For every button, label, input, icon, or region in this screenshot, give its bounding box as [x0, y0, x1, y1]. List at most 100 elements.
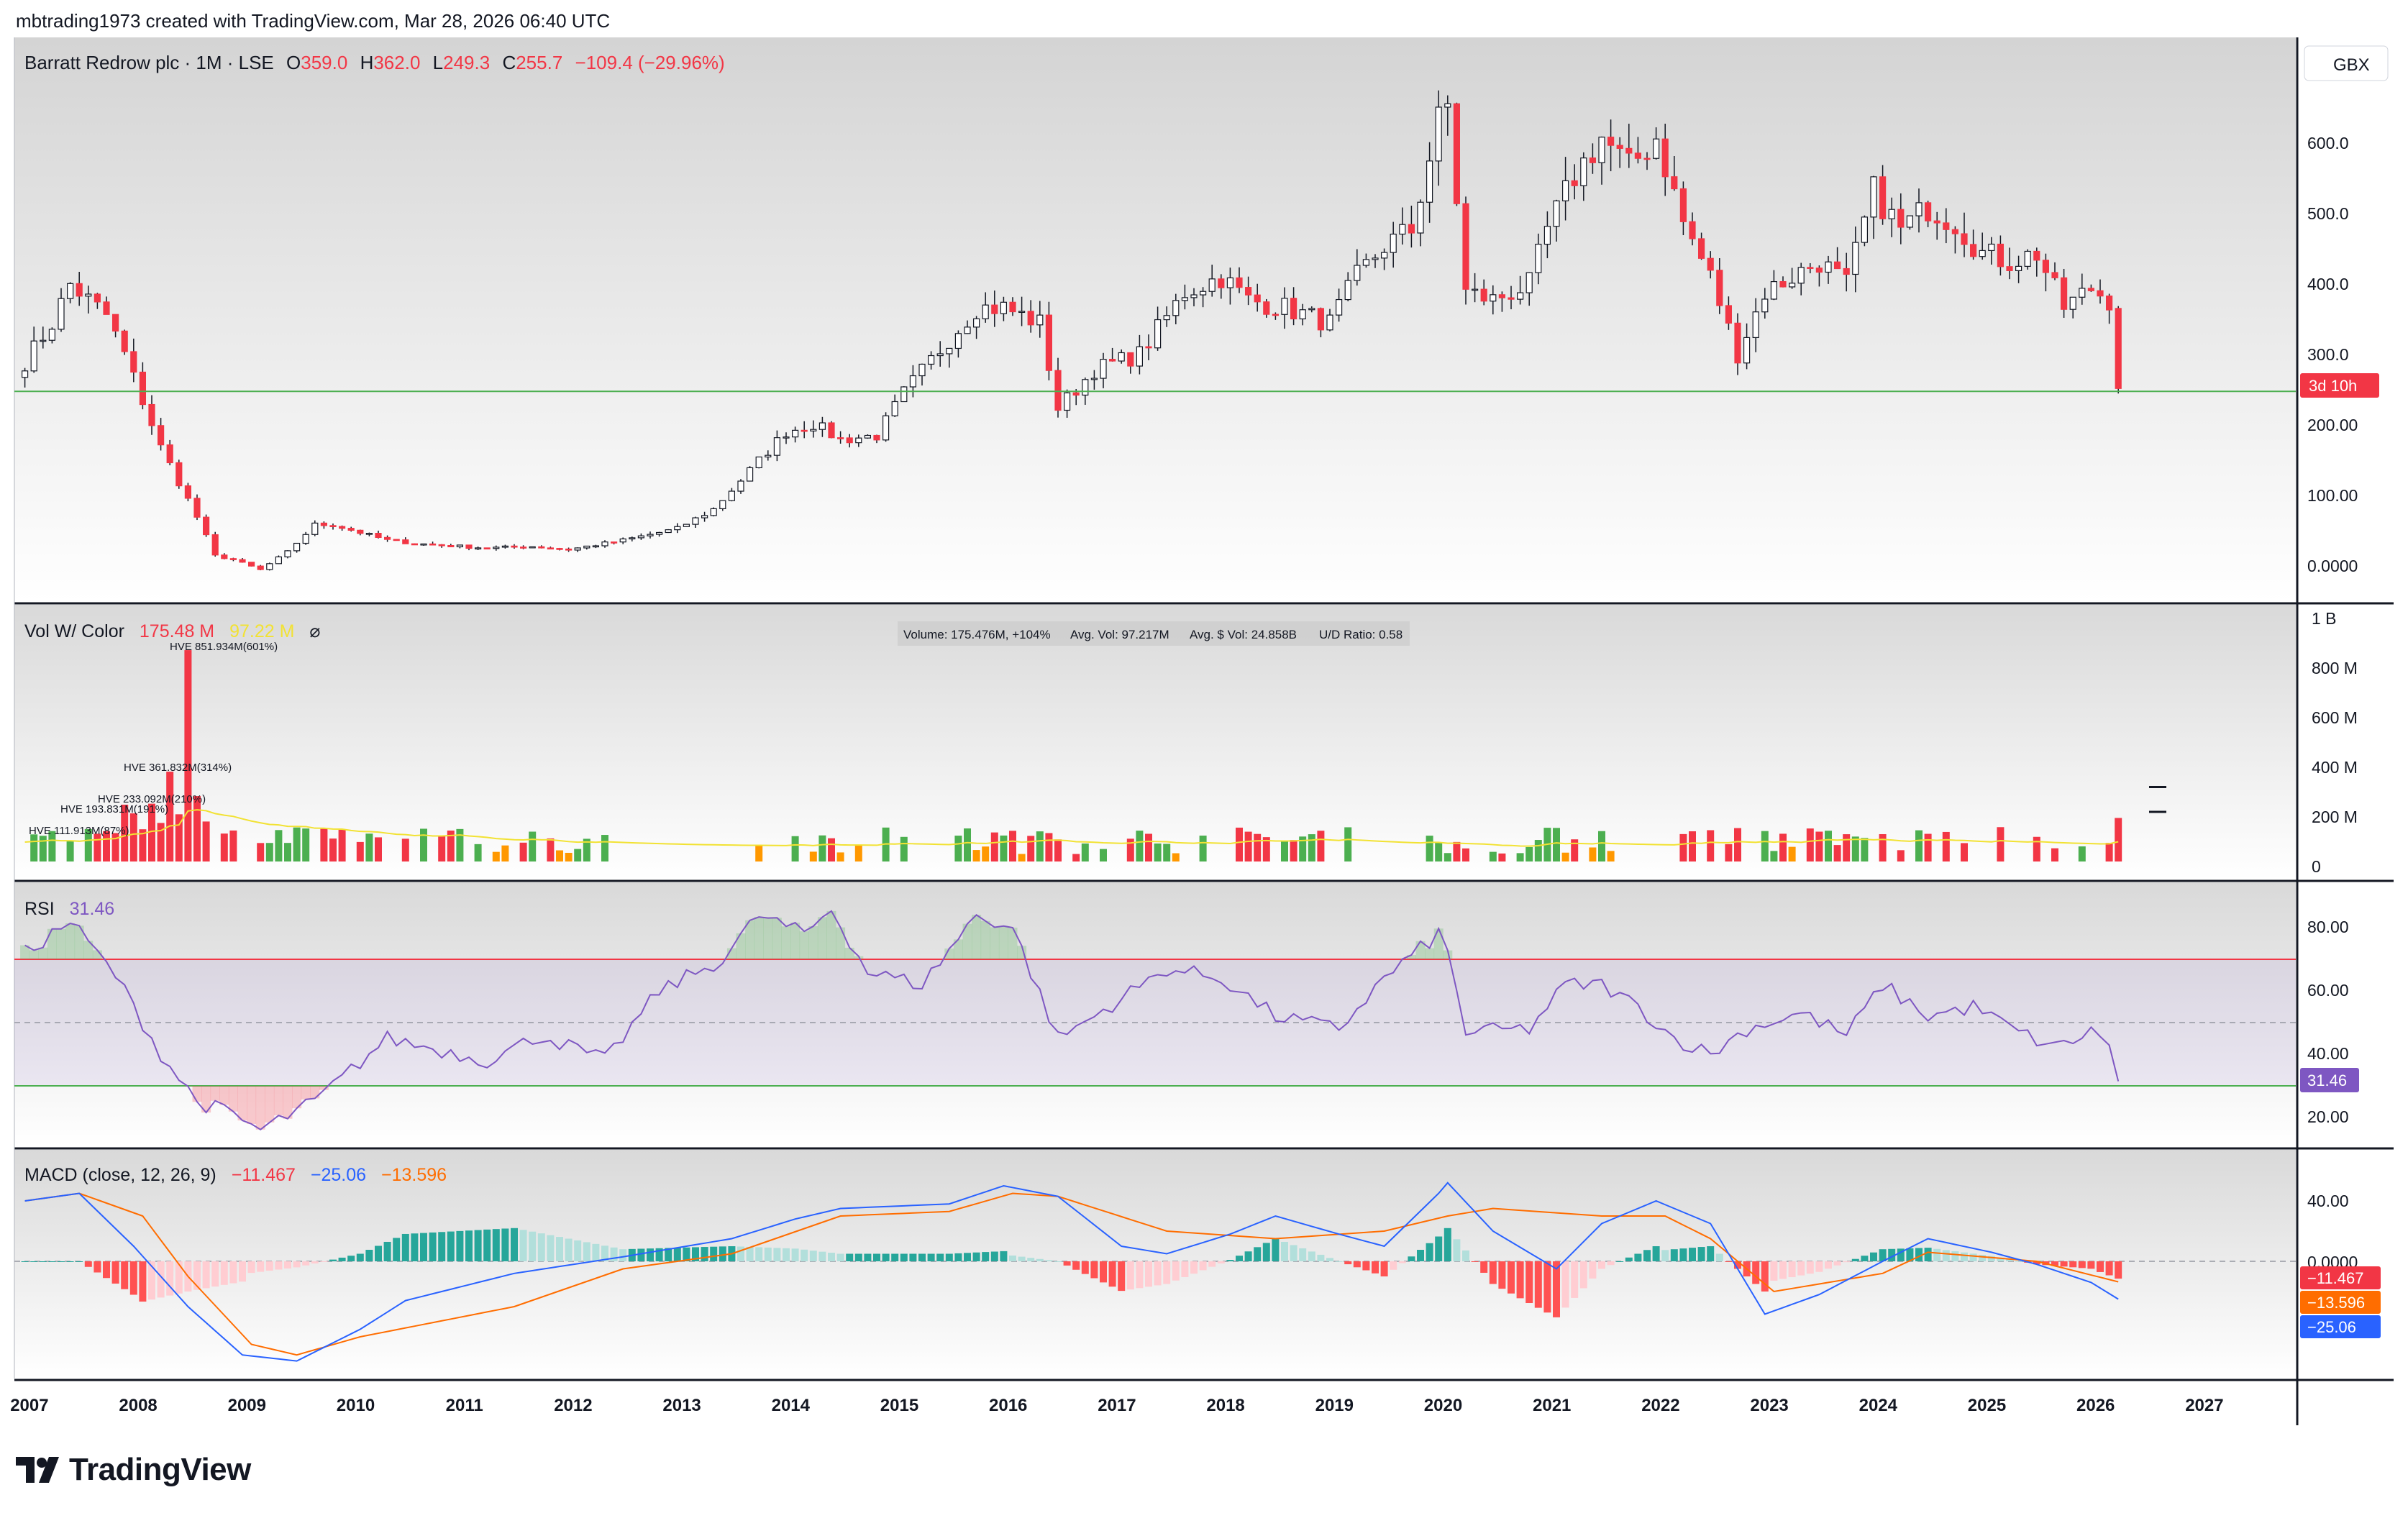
macd-hist-badge-text: −11.467 — [2307, 1269, 2364, 1287]
macd-histogram-bar — [420, 1233, 427, 1261]
volume-bar — [157, 823, 165, 861]
candle-body — [1951, 229, 1958, 234]
tradingview-logo[interactable]: TradingView — [16, 1448, 251, 1491]
price-series — [14, 90, 2296, 571]
volume-bar — [1553, 828, 1560, 861]
year-tick-label: 2010 — [337, 1396, 375, 1415]
macd-histogram-bar — [84, 1261, 92, 1267]
macd-histogram-bar — [1272, 1238, 1280, 1261]
macd-histogram-bar — [637, 1248, 645, 1261]
candle-body — [810, 429, 817, 431]
macd-histogram-bar — [58, 1261, 65, 1262]
rsi-legend[interactable]: RSI 31.46 — [24, 899, 114, 919]
candle-body — [1317, 308, 1325, 331]
info-avg-dollar-vol: Avg. $ Vol: 24.858B — [1190, 628, 1297, 641]
macd-histogram-bar — [429, 1232, 437, 1261]
volume-bar — [48, 831, 56, 861]
volume-legend[interactable]: Vol W/ Color 175.48 M 97.22 M ⌀ — [24, 621, 320, 641]
macd-histogram-bar — [229, 1261, 237, 1284]
volume-bar — [193, 796, 201, 861]
macd-histogram-bar — [1833, 1261, 1841, 1266]
rsi-badge — [2300, 1068, 2359, 1092]
macd-histogram-bar — [882, 1253, 890, 1261]
volume-bar — [1997, 827, 2005, 861]
year-tick-label: 2008 — [119, 1396, 157, 1415]
volume-bar — [1145, 833, 1152, 861]
macd-histogram-bar — [1634, 1253, 1642, 1261]
volume-tick: 600 M — [2312, 708, 2358, 727]
candle-body — [529, 546, 536, 549]
macd-histogram-bar — [1444, 1228, 1451, 1261]
volume-bar — [1489, 851, 1497, 861]
candle-body — [918, 363, 926, 377]
year-tick-label: 2011 — [446, 1396, 483, 1415]
candle-body — [900, 386, 908, 403]
macd-histogram-bar — [610, 1247, 618, 1261]
candle-body — [1263, 301, 1270, 315]
rsi-axis[interactable]: 80.00 60.00 40.00 20.00 — [2307, 918, 2349, 1126]
macd-histogram-bar — [1797, 1261, 1805, 1276]
macd-histogram-bar — [1851, 1258, 1859, 1261]
macd-line-badge — [2300, 1315, 2381, 1338]
chart-svg[interactable]: Barratt Redrow plc · 1M · LSE O359.0 H36… — [0, 37, 2408, 1425]
macd-histogram-bar — [2115, 1261, 2122, 1279]
macd-histogram-bar — [1145, 1261, 1152, 1287]
currency-button[interactable] — [2304, 45, 2389, 81]
volume-bar — [84, 828, 92, 861]
macd-axis[interactable]: 40.00 0.0000 — [2307, 1192, 2358, 1271]
candle-body — [1679, 188, 1687, 222]
macd-histogram-bar — [1236, 1256, 1243, 1261]
volume-bar — [365, 833, 373, 861]
volume-bar — [1851, 836, 1859, 861]
macd-legend[interactable]: MACD (close, 12, 26, 9) −11.467 −25.06 −… — [24, 1165, 447, 1185]
volume-bar — [1317, 831, 1325, 861]
candle-body — [1861, 216, 1868, 243]
candle-body — [1943, 222, 1950, 230]
volume-bar — [2078, 846, 2086, 861]
candle-body — [1870, 176, 1877, 218]
macd-histogram-bar — [1281, 1241, 1288, 1261]
candle-body — [2087, 288, 2094, 291]
candle-body — [2051, 272, 2058, 278]
candle-body — [574, 547, 581, 551]
candle-body — [420, 543, 427, 546]
candle-body — [2069, 296, 2076, 310]
main-legend[interactable]: Barratt Redrow plc · 1M · LSE O359.0 H36… — [24, 52, 725, 73]
volume-bar — [2115, 818, 2122, 861]
volume-bar — [1081, 843, 1089, 861]
price-axis-main[interactable]: 600.0 500.0 400.0 300.0 200.00 100.00 0.… — [2307, 134, 2358, 575]
macd-histogram-bar — [1290, 1245, 1298, 1261]
candle-body — [1335, 298, 1343, 316]
candle-body — [629, 537, 636, 540]
macd-histogram-bar — [1009, 1255, 1016, 1261]
year-tick-label: 2015 — [880, 1396, 918, 1415]
volume-bar — [828, 838, 835, 861]
time-axis[interactable]: 2007 2008 2009 2010 2011 2012 2013 2014 2015 2016… — [10, 1396, 2223, 1415]
candle-body — [1571, 180, 1578, 186]
volume-tick: 400 M — [2312, 758, 2358, 777]
volume-axis[interactable]: 1 B 800 M 600 M 400 M 200 M 0 — [2312, 609, 2358, 876]
year-tick-label: 2025 — [1968, 1396, 2006, 1415]
candle-body — [991, 304, 998, 314]
macd-histogram-bar — [1063, 1261, 1071, 1266]
candle-body — [393, 539, 400, 541]
volume-bar — [1199, 835, 1207, 861]
volume-bar — [1254, 833, 1262, 861]
candle-body — [66, 283, 74, 299]
volume-bar — [121, 805, 129, 861]
macd-histogram-bar — [247, 1261, 255, 1274]
candle-body — [1118, 352, 1125, 362]
chart-container[interactable]: Barratt Redrow plc · 1M · LSE O359.0 H36… — [0, 37, 2408, 1425]
macd-histogram-bar — [719, 1246, 726, 1261]
volume-bar — [1589, 847, 1597, 861]
year-tick-label: 2017 — [1098, 1396, 1136, 1415]
macd-histogram-bar — [828, 1253, 835, 1261]
macd-line-badge-text: −25.06 — [2307, 1318, 2356, 1336]
volume-bar — [320, 828, 328, 861]
macd-histogram-bar — [511, 1228, 518, 1261]
macd-histogram-bar — [139, 1261, 147, 1302]
year-tick-label: 2026 — [2076, 1396, 2115, 1415]
macd-histogram-bar — [1987, 1256, 1995, 1261]
price-tick: 0.0000 — [2307, 557, 2358, 575]
macd-histogram-bar — [1344, 1261, 1352, 1265]
